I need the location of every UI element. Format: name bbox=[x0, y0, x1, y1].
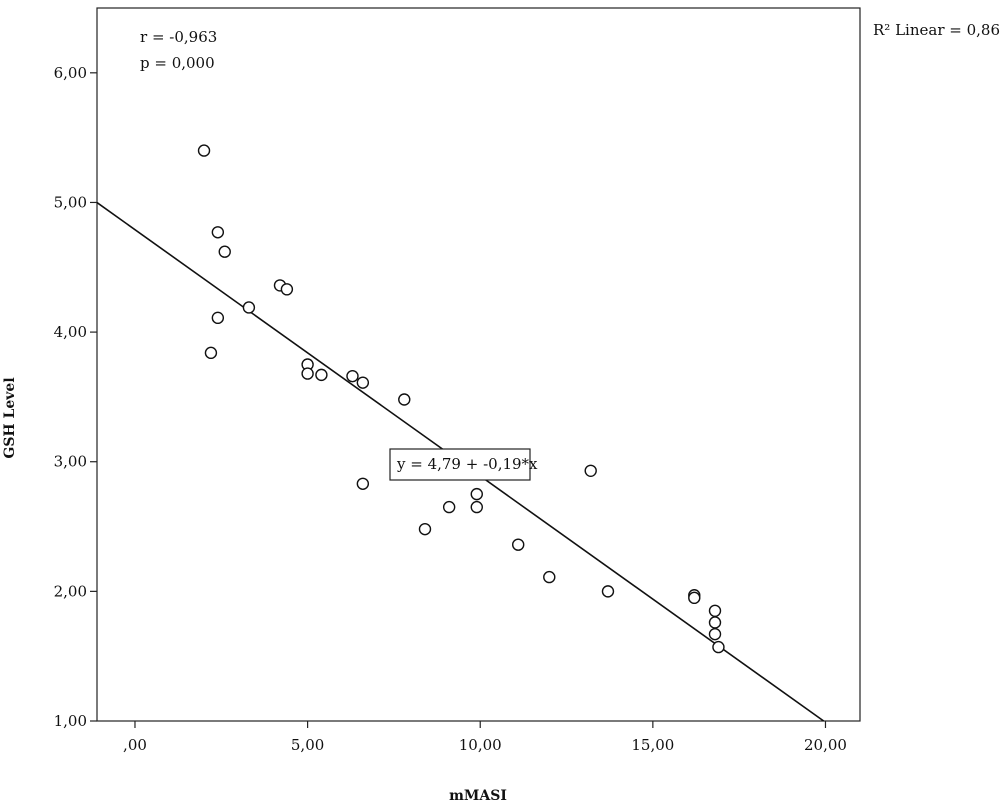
y-tick-label: 5,00 bbox=[54, 193, 87, 211]
y-tick-label: 4,00 bbox=[54, 323, 87, 341]
data-point bbox=[398, 393, 411, 406]
x-tick-label: 15,00 bbox=[631, 736, 674, 754]
data-point bbox=[218, 245, 231, 258]
data-point bbox=[543, 570, 556, 584]
data-point bbox=[688, 591, 701, 605]
y-tick-label: 6,00 bbox=[54, 64, 87, 82]
data-point bbox=[708, 604, 722, 618]
data-point bbox=[280, 283, 294, 296]
data-point bbox=[470, 500, 483, 514]
y-tick-label: 3,00 bbox=[54, 453, 87, 471]
data-point bbox=[512, 538, 525, 551]
x-axis-title: mMASI bbox=[449, 788, 507, 804]
data-point bbox=[301, 367, 314, 380]
equation-label: y = 4,79 + -0,19*x bbox=[396, 455, 538, 473]
data-point bbox=[356, 376, 370, 389]
y-tick-label: 2,00 bbox=[54, 582, 87, 600]
data-point bbox=[346, 369, 359, 383]
p-value-label: p = 0,000 bbox=[140, 54, 215, 72]
x-axis-ticks: ,00 5,00 10,00 15,00 20,00 bbox=[123, 721, 847, 754]
data-point bbox=[470, 487, 483, 501]
data-point bbox=[418, 522, 432, 536]
data-point bbox=[584, 464, 597, 478]
correlation-r-label: r = -0,963 bbox=[140, 28, 217, 46]
data-point bbox=[315, 368, 328, 382]
data-point bbox=[211, 311, 225, 325]
data-point bbox=[442, 500, 456, 514]
x-tick-label: 10,00 bbox=[459, 736, 502, 754]
y-axis-title: GSH Level bbox=[2, 377, 18, 458]
data-point bbox=[197, 144, 211, 157]
data-point bbox=[211, 226, 225, 239]
data-point bbox=[708, 627, 722, 641]
data-point bbox=[601, 585, 615, 598]
plot-area-frame bbox=[96, 7, 861, 722]
data-point bbox=[356, 477, 370, 490]
data-point bbox=[242, 301, 256, 314]
x-tick-label: 5,00 bbox=[291, 736, 324, 754]
y-tick-label: 1,00 bbox=[54, 712, 87, 730]
data-point bbox=[708, 616, 722, 629]
x-tick-label: ,00 bbox=[123, 736, 147, 754]
data-point bbox=[712, 640, 725, 654]
r-squared-label: R² Linear = 0,868 bbox=[873, 21, 1000, 39]
data-point bbox=[204, 346, 218, 360]
y-axis-ticks: 1,00 2,00 3,00 4,00 5,00 6,00 bbox=[54, 64, 97, 730]
data-points bbox=[197, 144, 725, 654]
x-tick-label: 20,00 bbox=[804, 736, 847, 754]
equation-box bbox=[389, 448, 531, 481]
